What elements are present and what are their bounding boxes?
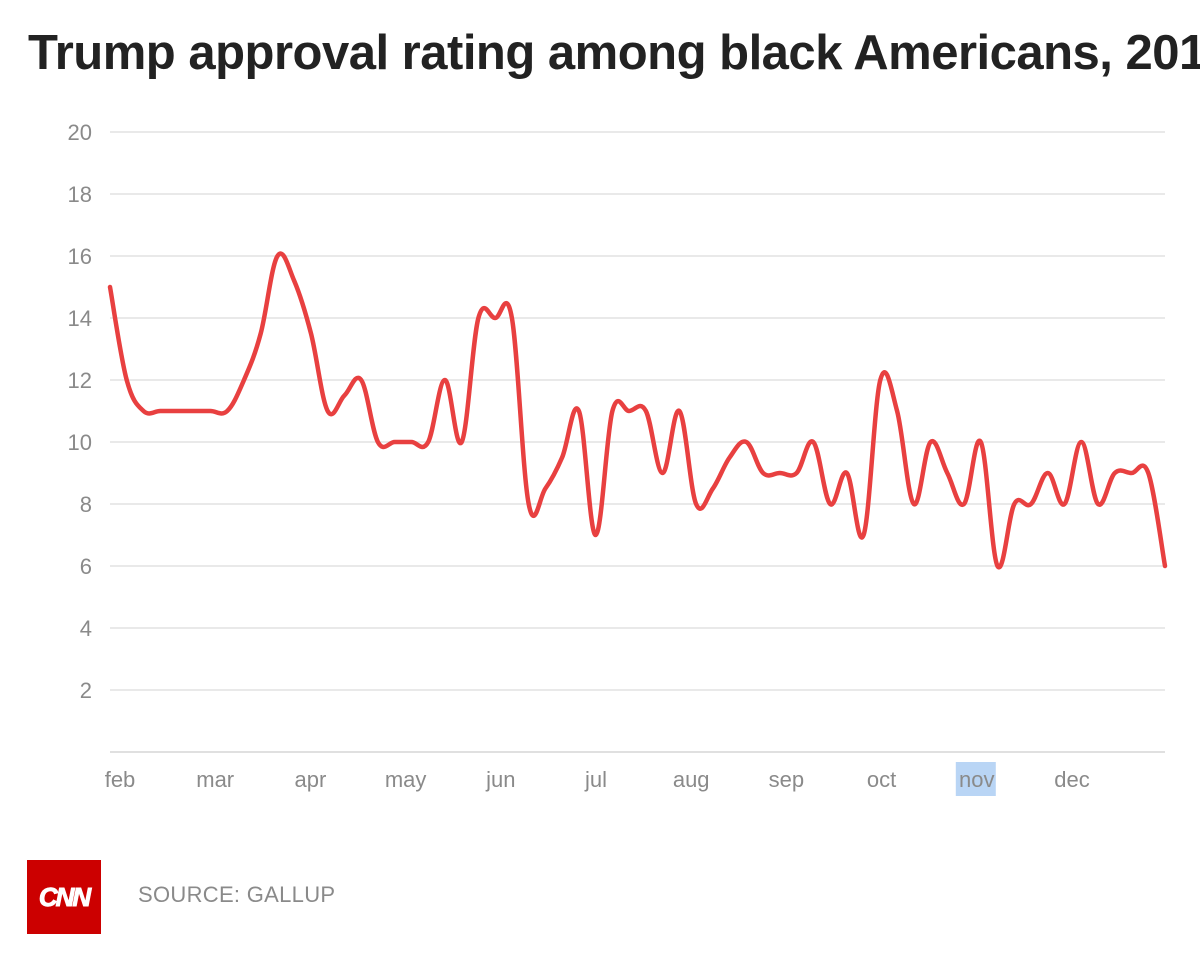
y-tick-label-12: 12: [68, 368, 92, 393]
y-tick-label-16: 16: [68, 244, 92, 269]
x-tick-label-dec: dec: [1054, 767, 1089, 792]
chart-title: Trump approval rating among black Americ…: [28, 26, 1200, 80]
y-tick-label-14: 14: [68, 306, 92, 331]
gridlines: [110, 131, 1165, 753]
source-note: SOURCE: GALLUP: [138, 882, 336, 907]
x-tick-label-nov: nov: [959, 767, 994, 792]
y-tick-label-10: 10: [68, 430, 92, 455]
x-tick-highlight: [955, 762, 996, 796]
cnn-logo-text: CNN: [38, 881, 91, 912]
x-tick-label-may: may: [385, 767, 427, 792]
x-tick-label-aug: aug: [673, 767, 710, 792]
x-tick-label-apr: apr: [295, 767, 327, 792]
series-line-0: [107, 251, 1168, 570]
y-axis-ticks: 2 4 6 8 10 12 14 16 18 20: [68, 120, 92, 703]
y-tick-label-18: 18: [68, 182, 92, 207]
x-tick-label-jul: jul: [584, 767, 607, 792]
cnn-logo: CNN: [27, 860, 101, 934]
y-tick-label-20: 20: [68, 120, 92, 145]
y-tick-label-2: 2: [80, 678, 92, 703]
series-layer: [107, 251, 1168, 570]
x-tick-label-sep: sep: [769, 767, 804, 792]
x-axis-ticks: feb mar apr may jun jul aug sep oct nov dec: [105, 762, 1090, 796]
x-tick-label-mar: mar: [196, 767, 234, 792]
x-tick-label-oct: oct: [867, 767, 896, 792]
x-tick-label-jun: jun: [485, 767, 515, 792]
y-tick-label-4: 4: [80, 616, 92, 641]
y-tick-label-8: 8: [80, 492, 92, 517]
y-tick-label-6: 6: [80, 554, 92, 579]
x-tick-label-feb: feb: [105, 767, 136, 792]
